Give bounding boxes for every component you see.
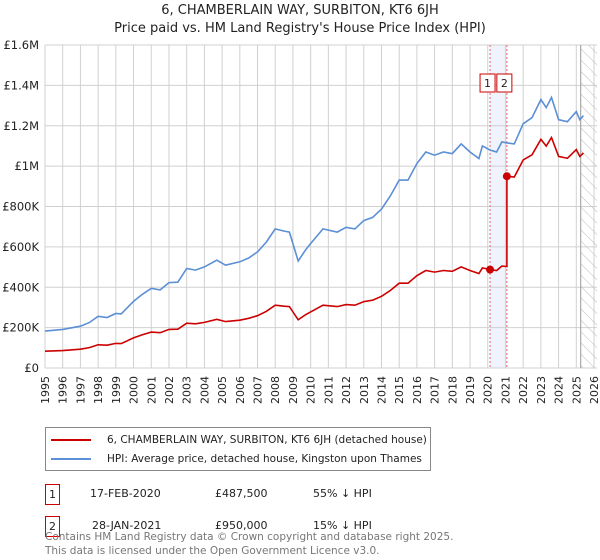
x-tick-label: 2002: [163, 376, 176, 404]
sale-marker-label: 2: [501, 77, 508, 90]
x-tick-label: 2008: [269, 376, 282, 404]
chart-subtitle: Price paid vs. HM Land Registry's House …: [114, 21, 486, 36]
sale-price: £487,500: [215, 487, 268, 500]
legend-label-property: 6, CHAMBERLAIN WAY, SURBITON, KT6 6JH (d…: [107, 434, 427, 446]
x-tick-label: 2012: [340, 376, 353, 404]
y-tick-label: £200K: [2, 321, 39, 335]
x-tick-label: 2006: [234, 376, 247, 404]
x-tick-label: 2023: [535, 376, 548, 404]
y-tick-label: £600K: [2, 240, 39, 254]
hpi-line: [44, 95, 584, 332]
price-chart: 1995 1996 1997 1998 1999 2000 2001 2002 2003 2004…: [2, 38, 600, 404]
x-tick-label: 2000: [128, 376, 141, 404]
x-tick-label: 2001: [145, 376, 158, 404]
x-tick-label: 2018: [446, 376, 459, 404]
sale-date: 17-FEB-2020: [90, 487, 161, 500]
x-tick-label: 2026: [588, 376, 600, 404]
legend-swatch-red: [51, 439, 91, 441]
x-tick-label: 2014: [375, 376, 388, 404]
y-tick-label: £1M: [14, 159, 39, 173]
legend-label-hpi: HPI: Average price, detached house, King…: [107, 453, 422, 465]
x-tick-label: 2021: [499, 376, 512, 404]
sale-row-2: 2 28-JAN-2021 £950,000 15% ↓ HPI: [45, 516, 445, 538]
x-tick-label: 2004: [198, 376, 211, 404]
sale-hpi-diff: 55% ↓ HPI: [313, 487, 372, 500]
sale-point: [486, 265, 495, 274]
x-tick-label: 2024: [553, 376, 566, 404]
x-tick-label: 1995: [39, 376, 52, 404]
x-tick-label: 2011: [322, 376, 335, 404]
x-tick-label: 2022: [517, 376, 530, 404]
chart-title: 6, CHAMBERLAIN WAY, SURBITON, KT6 6JH: [161, 3, 439, 18]
sale-hpi-diff: 15% ↓ HPI: [313, 519, 372, 532]
x-tick-label: 2005: [216, 376, 229, 404]
y-tick-label: £1.2M: [3, 119, 39, 133]
x-tick-label: 2015: [393, 376, 406, 404]
x-tick-label: 2013: [358, 376, 371, 404]
x-tick-label: 1996: [57, 376, 70, 404]
sale-badge: 2: [45, 516, 60, 537]
legend-swatch-blue: [51, 458, 91, 460]
x-tick-label: 1998: [92, 376, 105, 404]
sale-marker-badge: [479, 73, 496, 93]
y-tick-label: £1.6M: [3, 38, 39, 52]
sale-point: [502, 172, 511, 181]
sale-row-1: 1 17-FEB-2020 £487,500 55% ↓ HPI: [45, 484, 445, 506]
sale-date: 28-JAN-2021: [92, 519, 162, 532]
x-tick-label: 2019: [464, 376, 477, 404]
sale-marker-label: 1: [484, 77, 491, 90]
x-tick-label: 2009: [287, 376, 300, 404]
x-tick-label: 2010: [305, 376, 318, 404]
x-tick-label: 2020: [482, 376, 495, 404]
legend-item-hpi: HPI: Average price, detached house, King…: [51, 451, 422, 467]
x-tick-label: 1997: [74, 376, 87, 404]
x-tick-label: 2016: [411, 376, 424, 404]
footer-licence: This data is licensed under the Open Gov…: [45, 545, 380, 557]
y-tick-label: £0: [24, 361, 39, 375]
forecast-hatch: [580, 45, 597, 368]
y-tick-label: £800K: [2, 200, 39, 214]
y-tick-label: £400K: [2, 280, 39, 294]
x-tick-label: 1999: [110, 376, 123, 404]
x-tick-label: 2003: [181, 376, 194, 404]
x-tick-label: 2017: [429, 376, 442, 404]
x-tick-label: 2025: [570, 376, 583, 404]
x-tick-label: 2007: [252, 376, 265, 404]
legend: 6, CHAMBERLAIN WAY, SURBITON, KT6 6JH (d…: [45, 427, 431, 471]
legend-item-property: 6, CHAMBERLAIN WAY, SURBITON, KT6 6JH (d…: [51, 432, 427, 448]
sale-price: £950,000: [215, 519, 268, 532]
y-tick-label: £1.4M: [3, 78, 39, 92]
sale-marker-badge: [496, 73, 513, 93]
sale-badge: 1: [45, 484, 60, 505]
footer-copyright: Contains HM Land Registry data © Crown c…: [45, 531, 454, 543]
